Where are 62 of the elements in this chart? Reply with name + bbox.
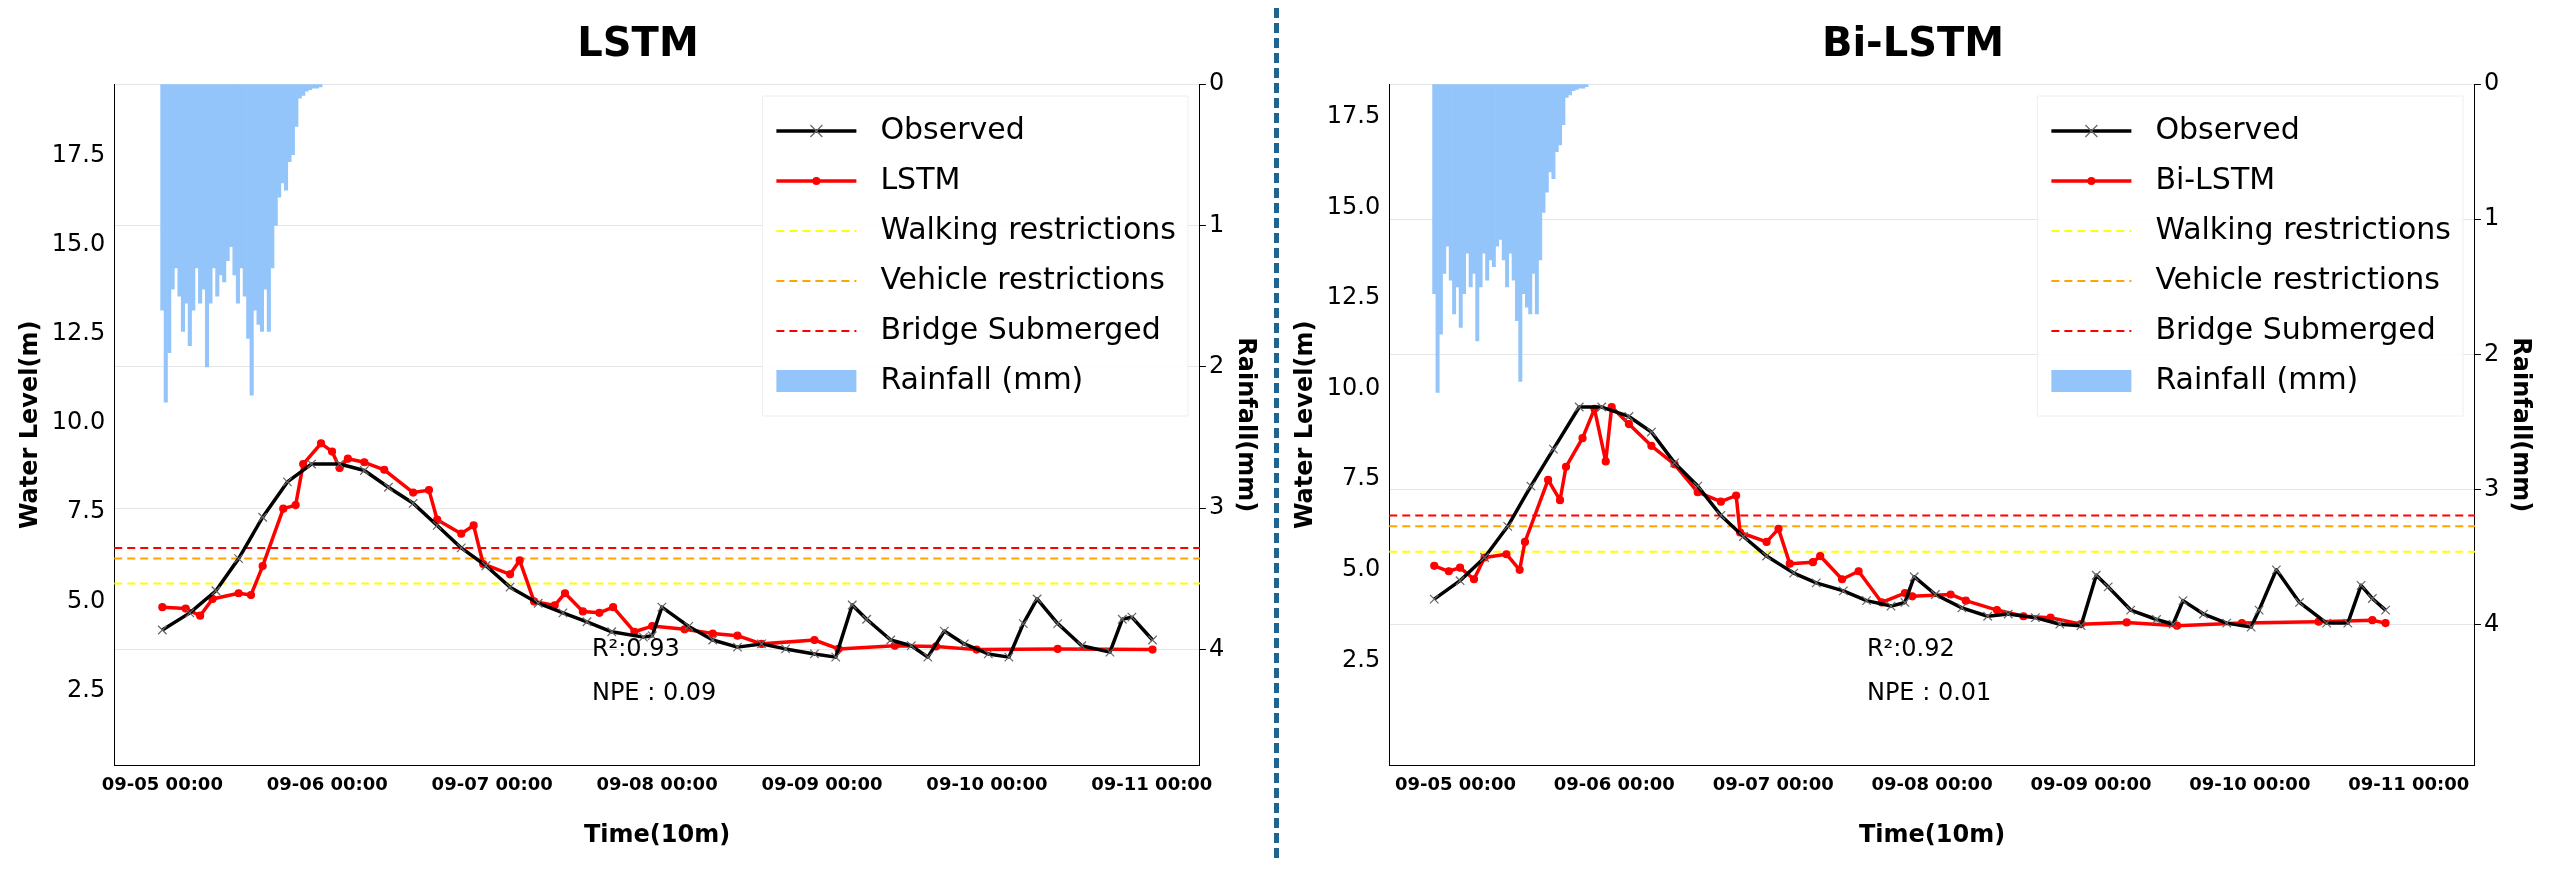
- y2-axis-title: Rainfall(mm): [2508, 337, 2537, 513]
- chart-title: LSTM: [577, 19, 699, 66]
- x-tick-label: 09-08 00:00: [596, 773, 718, 795]
- x-tick-label: 09-05 00:00: [1394, 773, 1517, 795]
- legend-label: Vehicle restrictions: [880, 260, 1165, 296]
- y2-tick-label: 3: [2483, 473, 2500, 502]
- y2-tick-label: 1: [1208, 209, 1225, 238]
- y-tick-label: 10.0: [51, 407, 106, 436]
- x-tick-label: 09-08 00:00: [1871, 773, 1993, 795]
- y-tick-label: 5.0: [1342, 554, 1381, 583]
- annotation: R²:0.92: [1866, 633, 1955, 662]
- x-tick-label: 09-06 00:00: [1553, 773, 1675, 795]
- x-tick-label: 09-11 00:00: [1091, 773, 1213, 795]
- x-tick-label: 09-11 00:00: [2348, 773, 2470, 795]
- y-tick-label: 2.5: [1342, 644, 1381, 673]
- legend-label: Bi-LSTM: [2155, 160, 2276, 196]
- y2-tick-label: 2: [1208, 351, 1225, 380]
- y2-tick-label: 3: [1208, 492, 1225, 521]
- y-tick-label: 15.0: [1326, 191, 1381, 220]
- legend-label: Rainfall (mm): [880, 360, 1084, 396]
- y-tick-label: 7.5: [67, 496, 106, 525]
- y-tick-label: 17.5: [51, 139, 106, 168]
- y-tick-label: 12.5: [51, 318, 106, 347]
- annotation: NPE : 0.09: [591, 678, 717, 707]
- legend-label: Rainfall (mm): [2155, 360, 2359, 396]
- annotation: NPE : 0.01: [1866, 678, 1992, 707]
- y-tick-label: 2.5: [67, 674, 106, 703]
- legend-label: Vehicle restrictions: [2155, 260, 2440, 296]
- x-axis-title: Time(10m): [1858, 819, 2006, 848]
- y2-tick-label: 0: [1208, 68, 1225, 97]
- x-tick-label: 09-06 00:00: [266, 773, 388, 795]
- annotation: R²:0.93: [591, 633, 680, 662]
- x-tick-label: 09-10 00:00: [926, 773, 1048, 795]
- x-tick-label: 09-07 00:00: [431, 773, 553, 795]
- x-tick-label: 09-09 00:00: [2030, 773, 2152, 795]
- y-tick-label: 15.0: [51, 228, 106, 257]
- y-tick-label: 5.0: [67, 585, 106, 614]
- x-axis-title: Time(10m): [583, 819, 731, 848]
- chart-title: Bi-LSTM: [1821, 19, 2005, 66]
- y-axis-title: Water Level(m): [14, 320, 43, 530]
- y-tick-label: 10.0: [1326, 372, 1381, 401]
- y2-tick-label: 4: [1208, 633, 1225, 662]
- y2-tick-label: 1: [2483, 203, 2500, 232]
- legend-label: Bridge Submerged: [880, 310, 1161, 346]
- y2-tick-label: 0: [2483, 68, 2500, 97]
- legend-label: Observed: [880, 110, 1025, 146]
- y2-tick-label: 4: [2483, 609, 2500, 638]
- legend-label: Walking restrictions: [2155, 210, 2451, 246]
- y-tick-label: 7.5: [1342, 463, 1381, 492]
- y-axis-title: Water Level(m): [1289, 320, 1318, 530]
- legend-label: Observed: [2155, 110, 2300, 146]
- y-tick-label: 17.5: [1326, 100, 1381, 129]
- y2-tick-label: 2: [2483, 338, 2500, 367]
- x-tick-label: 09-09 00:00: [761, 773, 883, 795]
- y2-axis-title: Rainfall(mm): [1233, 337, 1262, 513]
- legend-label: Walking restrictions: [880, 210, 1176, 246]
- x-tick-label: 09-05 00:00: [101, 773, 223, 795]
- legend-label: LSTM: [880, 160, 961, 196]
- y-tick-label: 12.5: [1326, 282, 1381, 311]
- x-tick-label: 09-10 00:00: [2189, 773, 2311, 795]
- x-tick-label: 09-07 00:00: [1712, 773, 1834, 795]
- legend-label: Bridge Submerged: [2155, 310, 2436, 346]
